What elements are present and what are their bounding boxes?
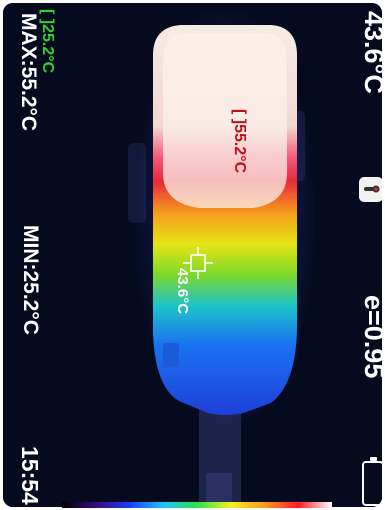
thermal-image — [3, 3, 382, 507]
color-palette-bar — [62, 502, 332, 508]
center-temperature-readout: 43.6°C — [359, 11, 382, 94]
hot-spot-marker: [ ]55.2°C — [231, 109, 248, 174]
battery-icon — [362, 457, 382, 506]
crosshair-temperature: 43.6°C — [174, 268, 191, 315]
min-spot-marker: [ ]25.2°C — [39, 9, 56, 74]
emissivity-readout[interactable]: e=0.95 — [359, 295, 382, 379]
crosshair-icon — [183, 247, 213, 279]
thermal-camera-view: 43.6°C e=0.95 15:54 MAX:55.2°C MIN:25.2°… — [3, 3, 382, 507]
max-temperature-label: MAX:55.2°C — [17, 13, 40, 132]
min-temperature-label: MIN:25.2°C — [19, 225, 42, 335]
clock-time: 15:54 — [17, 446, 43, 505]
thermometer-icon[interactable] — [359, 177, 382, 202]
